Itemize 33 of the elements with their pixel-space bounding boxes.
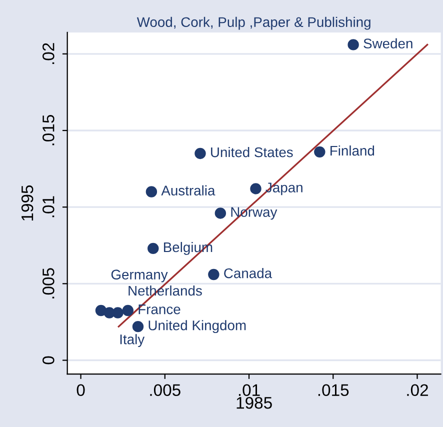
annotation: France — [138, 304, 180, 314]
x-tick-label: .02 — [407, 384, 428, 396]
point — [348, 39, 359, 50]
y-tick-label: 0 — [42, 356, 54, 364]
x-tick-label: .015 — [318, 384, 349, 396]
x-axis-title: 1985 — [236, 396, 272, 409]
point — [146, 186, 158, 198]
y-tick-label: .01 — [42, 196, 54, 218]
point — [148, 242, 159, 254]
annotation: Germany — [111, 270, 168, 282]
point — [314, 146, 326, 158]
x-tick-label: .005 — [150, 384, 180, 396]
y-tick-label: .02 — [42, 43, 54, 64]
point — [214, 208, 226, 219]
point — [112, 307, 124, 318]
chart-title: Wood, Cork, Pulp ,Paper & Publishing — [136, 16, 370, 30]
x-tick-label: .01 — [238, 384, 260, 396]
y-tick-label: .005 — [42, 268, 54, 298]
x-tick-label: 0 — [76, 384, 85, 396]
annotation: Italy — [120, 334, 145, 348]
y-axis-title: 1995 — [21, 185, 34, 221]
annotation: Finland — [330, 145, 374, 156]
annotation: Sweden — [364, 38, 412, 48]
annotation: Canada — [224, 268, 272, 278]
point — [250, 183, 262, 194]
point — [208, 268, 220, 280]
point — [132, 320, 144, 332]
point — [194, 148, 206, 160]
point — [122, 304, 134, 316]
annotation: United Kingdom — [148, 320, 246, 334]
annotation: United States — [211, 146, 293, 158]
annotation: Australia — [161, 185, 216, 196]
y-tick-label: .015 — [42, 114, 54, 146]
